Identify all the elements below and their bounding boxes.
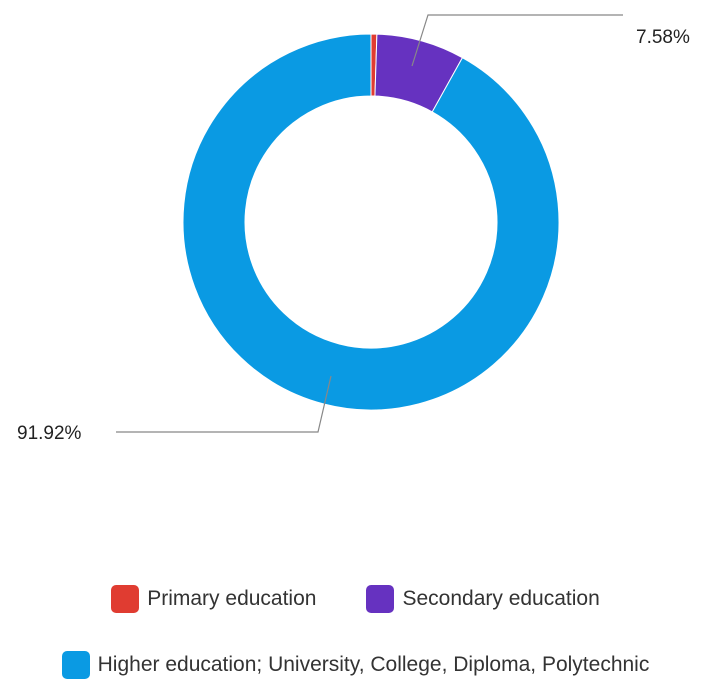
- legend-label-secondary: Secondary education: [402, 587, 600, 610]
- callout-line-higher: [116, 375, 332, 433]
- data-label-callouts: 7.58% 91.92%: [17, 14, 690, 444]
- legend-swatch-higher: [61, 651, 90, 679]
- donut-slices: [182, 33, 560, 411]
- legend-item-higher[interactable]: Higher education; University, College, D…: [61, 651, 650, 679]
- callout-line-secondary: [411, 14, 623, 67]
- data-label-higher: 91.92%: [17, 423, 82, 444]
- legend-swatch-secondary: [366, 585, 395, 613]
- legend-label-higher: Higher education; University, College, D…: [97, 653, 650, 676]
- data-label-secondary: 7.58%: [636, 27, 690, 48]
- legend-row-2: Higher education; University, College, D…: [0, 651, 711, 679]
- legend-item-primary[interactable]: Primary education: [111, 585, 316, 613]
- slice-higher[interactable]: [182, 33, 560, 411]
- legend-item-secondary[interactable]: Secondary education: [366, 585, 600, 613]
- legend-label-primary: Primary education: [147, 587, 317, 610]
- legend-row-1: Primary education Secondary education: [0, 585, 711, 613]
- legend-swatch-primary: [111, 585, 140, 613]
